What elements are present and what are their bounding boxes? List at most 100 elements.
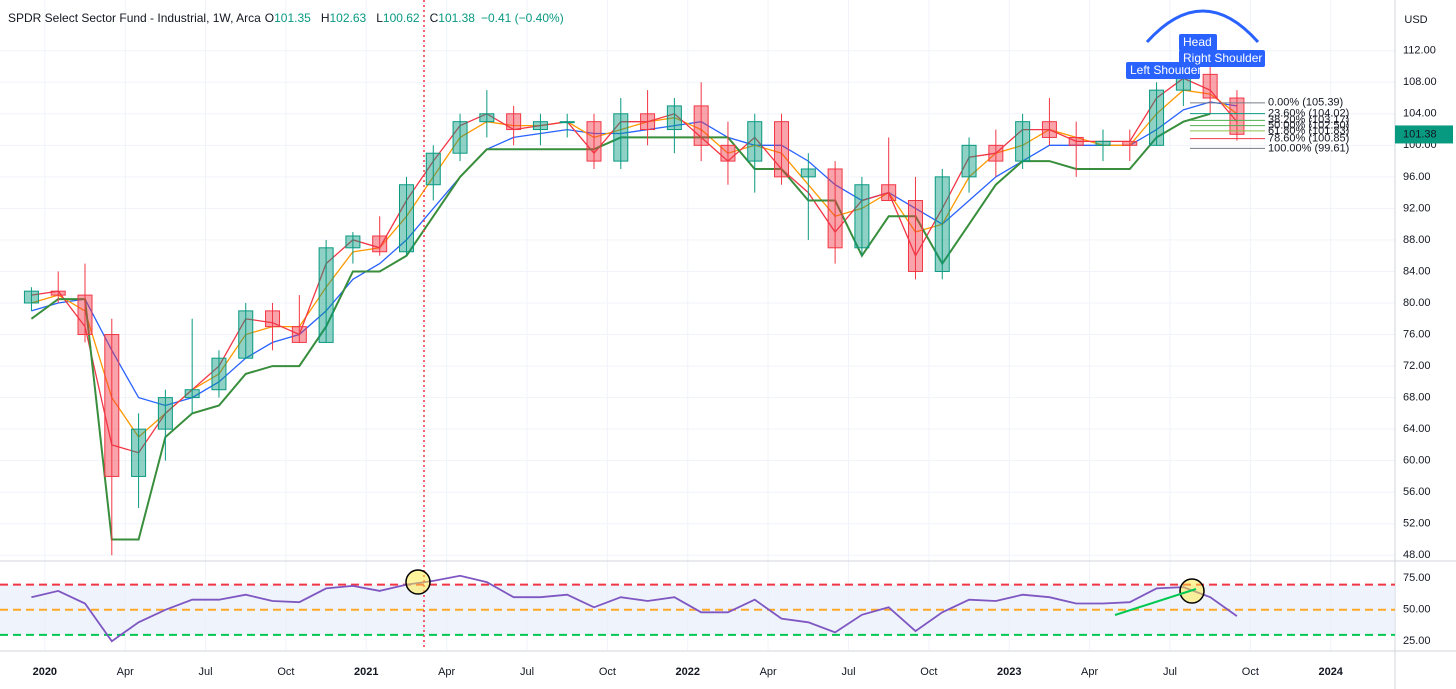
annotation-box [1179,50,1265,67]
annotation: Right Shoulder [1183,51,1262,65]
head-arc [1145,9,1260,44]
y-tick-label: 60.00 [1403,455,1431,467]
annotation: Head [1183,35,1212,49]
candle-body [907,200,923,272]
candle-body [666,105,682,131]
candle-body [184,389,200,399]
x-tick-label: 2023 [997,666,1021,678]
price-tag-label: 101.38 [1403,128,1437,140]
fib-label: 50.00% (102.50) [1268,120,1349,132]
y-tick-label: 104.00 [1403,108,1437,120]
x-tick-label: Oct [599,666,616,678]
y-tick-label: 68.00 [1403,392,1431,404]
x-tick-label: Apr [1081,666,1098,678]
candle-body [506,113,522,131]
candle-body [211,357,227,391]
candle-body [1041,121,1057,138]
currency: USD [1404,14,1427,26]
y-tick-label: 80.00 [1403,297,1431,309]
y-tick-label: 108.00 [1403,76,1437,88]
candle-body [1015,121,1031,162]
candle-body [1149,89,1165,146]
candle-body [425,152,441,186]
ohlc-value: 100.62 [382,11,420,25]
candle-body [720,144,736,162]
candle-body [372,235,388,253]
fib-label: 100.00% (99.61) [1268,142,1349,154]
x-tick-label: 2021 [354,666,378,678]
ohlc-key: C [429,11,439,25]
y-tick-label: 56.00 [1403,486,1431,498]
candle-body [131,428,147,477]
candle-body [934,176,950,272]
fib-label: 38.20% (103.17) [1268,114,1349,126]
y-tick-label: 96.00 [1403,171,1431,183]
candle-body [827,168,843,249]
price-tag [1395,125,1453,144]
ohlc-key: O [264,11,275,25]
candle-body [1229,97,1245,135]
legend-header: SPDR Select Sector Fund - Industrial, 1W… [8,11,570,25]
y-tick-label: 64.00 [1403,423,1431,435]
candle-body [800,168,816,178]
x-tick-label: Jul [841,666,855,678]
candle-body [1095,140,1111,146]
candle-body [345,235,361,249]
candle-body [291,326,307,343]
candle-body [265,310,281,328]
ohlc-value: 101.38 [438,11,475,25]
rsi-circle [405,569,431,595]
series-line [31,77,1238,454]
y-tick-label: 92.00 [1403,202,1431,214]
ohlc-key: H [320,11,330,25]
candle-body [50,290,66,296]
annotation-box [1179,34,1217,51]
x-tick-label: Oct [920,666,937,678]
y-tick-label: 112.00 [1403,45,1436,57]
candle-body [586,121,602,162]
ohlc-value: 101.35 [274,11,311,25]
x-tick-label: Apr [760,666,777,678]
candle-body [854,184,870,249]
x-tick-label: Jul [520,666,534,678]
y-tick-label: 84.00 [1403,265,1431,277]
candle-body [961,144,977,178]
series-line [31,101,1237,407]
x-tick-label: Oct [1242,666,1259,678]
candle-body [988,144,1004,162]
candle-body [157,397,173,430]
fib-label: 0.00% (105.39) [1268,97,1343,109]
y-tick-label: 25.00 [1403,635,1431,647]
rsi-trendline [1114,588,1197,616]
fib-label: 61.80% (101.83) [1268,125,1349,137]
candle-body [559,121,575,124]
candle-body [532,121,548,131]
series-line [30,112,1211,541]
candle-body [23,290,39,304]
y-tick-label: 76.00 [1403,328,1431,340]
fib-label: 78.60% (100.85) [1268,133,1349,145]
candle-body [77,294,93,336]
candle-body [1202,73,1218,99]
x-tick-label: Apr [117,666,134,678]
candle-body [104,334,120,477]
y-tick-label: 75.00 [1403,572,1431,584]
change: −0.41 (−0.40%) [480,11,564,25]
candle-body [452,121,468,154]
y-tick-label: 72.00 [1403,360,1431,372]
candle-body [238,310,254,359]
ohlc-key: L [376,11,383,25]
y-tick-label: 48.00 [1403,549,1431,561]
x-tick-label: Apr [438,666,455,678]
candle-body [774,121,790,178]
candle-body [747,121,763,162]
candle-body [640,113,656,131]
series-line [31,89,1238,438]
y-tick-label: 50.00 [1403,604,1431,616]
candle-body [693,105,709,146]
candle-body [1068,136,1084,146]
x-tick-label: Jul [1163,666,1177,678]
x-tick-label: Jul [199,666,213,678]
